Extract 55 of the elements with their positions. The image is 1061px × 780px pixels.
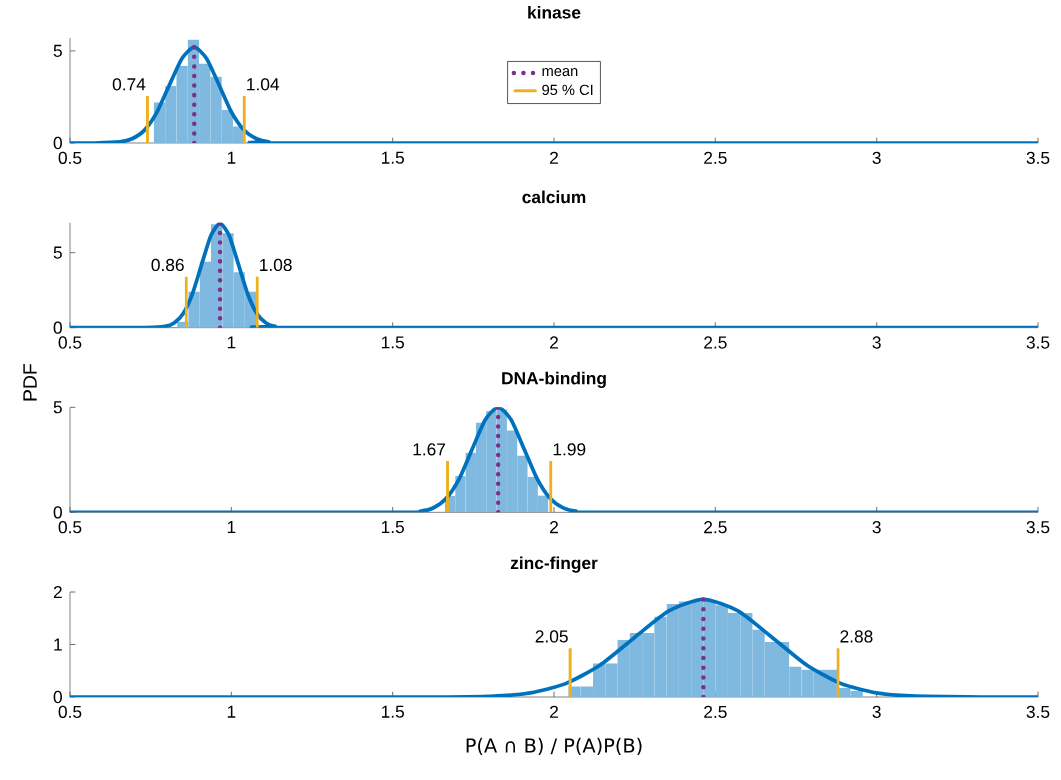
annotation: 1.99 xyxy=(553,443,586,456)
annotation: 0.74 xyxy=(112,78,146,91)
y-tick-label: 5 xyxy=(53,44,62,57)
legend-label: mean xyxy=(542,68,578,77)
x-tick-label: 3.5 xyxy=(1026,705,1050,718)
legend-label: 95 % CI xyxy=(542,84,593,96)
y-tick-label: 1 xyxy=(54,638,62,651)
x-tick-label: 2 xyxy=(550,151,558,164)
annotation: 0.86 xyxy=(151,258,184,272)
x-tick-label: 2.5 xyxy=(704,521,727,534)
y-axis-title: PDF xyxy=(23,364,37,401)
annotation: 2.05 xyxy=(535,630,568,643)
y-tick-label: 0 xyxy=(53,136,62,150)
chart-title: kinase xyxy=(528,5,581,19)
annotation: 1.08 xyxy=(260,258,292,272)
x-tick-label: 2.5 xyxy=(704,705,727,718)
y-tick-label: 0 xyxy=(53,321,62,334)
y-tick-label: 2 xyxy=(53,585,62,599)
x-tick-label: 0.5 xyxy=(58,151,82,164)
x-tick-label: 3.5 xyxy=(1026,521,1050,534)
x-tick-label: 2.5 xyxy=(704,336,727,349)
x-axis-title: P(A ∩ B) / P(A)P(B) xyxy=(466,737,642,756)
x-tick-label: 3 xyxy=(872,336,881,349)
x-tick-label: 3 xyxy=(872,705,881,718)
line-series xyxy=(70,407,1039,513)
x-tick-label: 1.5 xyxy=(381,705,404,718)
x-tick-label: 1.5 xyxy=(381,336,404,349)
x-tick-label: 1 xyxy=(227,705,236,718)
x-tick-label: 2 xyxy=(550,336,558,349)
x-tick-label: 0.5 xyxy=(58,336,82,349)
y-tick-label: 5 xyxy=(53,246,62,259)
x-tick-label: 3 xyxy=(872,151,881,164)
x-tick-label: 2 xyxy=(550,521,558,534)
x-tick-label: 1 xyxy=(227,521,236,533)
x-tick-label: 3 xyxy=(872,521,881,534)
x-tick-label: 1 xyxy=(227,151,236,164)
x-tick-label: 3.5 xyxy=(1026,151,1050,164)
chart-title: DNA-binding xyxy=(502,371,606,388)
y-tick-label: 5 xyxy=(53,401,62,414)
y-tick-label: 0 xyxy=(53,690,62,704)
x-tick-label: 0.5 xyxy=(58,521,82,534)
x-tick-label: 1.5 xyxy=(381,521,404,534)
y-tick-label: 0 xyxy=(53,506,62,519)
annotation: 2.88 xyxy=(840,630,873,643)
annotation: 1.04 xyxy=(247,78,280,91)
x-tick-label: 1.5 xyxy=(381,151,404,164)
annotation: 1.67 xyxy=(413,443,446,456)
line-series xyxy=(70,222,1039,328)
chart-title: calcium xyxy=(522,190,586,204)
x-tick-label: 0.5 xyxy=(58,705,82,718)
x-tick-label: 3.5 xyxy=(1026,336,1050,349)
chart-title: zinc-finger xyxy=(510,556,598,573)
x-tick-label: 1 xyxy=(227,336,236,349)
x-tick-label: 2.5 xyxy=(704,151,727,164)
x-tick-label: 2 xyxy=(550,705,558,718)
